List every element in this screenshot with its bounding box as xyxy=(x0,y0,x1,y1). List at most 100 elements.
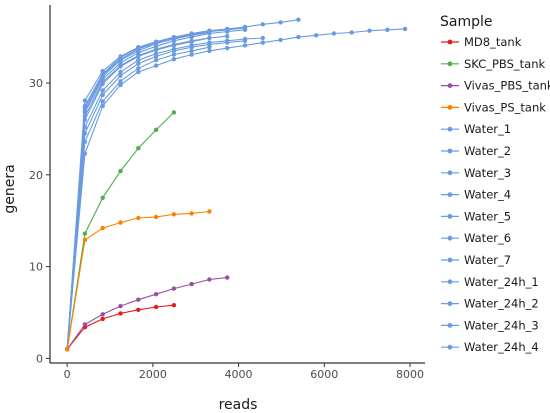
series-Water_5 xyxy=(65,35,212,352)
data-point-Water_2 xyxy=(242,43,248,48)
legend-item-Water_7: Water_7 xyxy=(441,253,511,267)
data-point-Water_24h_1 xyxy=(171,48,177,54)
legend-item-Water_2: Water_2 xyxy=(441,144,511,158)
legend-key-point xyxy=(447,83,453,88)
data-point-MD8_tank xyxy=(153,304,159,310)
data-point-Water_2 xyxy=(349,30,354,35)
data-point-SKC_PBS_tank xyxy=(118,168,123,174)
data-point-Water_24h_2 xyxy=(100,79,105,85)
legend-key-point xyxy=(447,148,453,154)
legend-item-Water_5: Water_5 xyxy=(441,209,511,223)
data-point-Vivas_PS_tank xyxy=(118,220,123,225)
series-line-Water_24h_3 xyxy=(66,27,246,350)
series-Vivas_PBS_tank xyxy=(65,275,230,352)
data-point-Water_2 xyxy=(278,37,283,43)
data-point-Vivas_PBS_tank xyxy=(82,322,88,327)
legend-key-point xyxy=(447,279,453,285)
series-line-Water_24h_2 xyxy=(66,35,228,350)
data-point-Vivas_PBS_tank xyxy=(207,277,212,282)
data-point-Water_1 xyxy=(278,20,283,25)
data-point-Water_24h_3 xyxy=(189,32,194,37)
data-point-Water_1 xyxy=(260,22,265,27)
legend-label: Water_1 xyxy=(464,122,511,136)
legend-item-Water_24h_4: Water_24h_4 xyxy=(441,340,539,354)
legend-label: Water_3 xyxy=(464,166,511,180)
data-point-Vivas_PS_tank xyxy=(65,347,70,352)
y-tick-label: 30 xyxy=(29,77,43,90)
data-point-Vivas_PS_tank xyxy=(171,212,177,217)
legend-item-Water_1: Water_1 xyxy=(441,122,511,136)
legend-item-Water_6: Water_6 xyxy=(441,231,511,245)
data-point-Water_24h_1 xyxy=(225,40,230,45)
x-axis-title: reads xyxy=(219,397,258,413)
legend-label: Water_24h_4 xyxy=(464,340,539,354)
data-point-Water_2 xyxy=(367,28,372,33)
data-point-MD8_tank xyxy=(118,311,123,316)
y-tick-label: 0 xyxy=(36,352,43,365)
data-point-Water_24h_2 xyxy=(153,46,159,52)
data-point-Vivas_PS_tank xyxy=(153,214,159,220)
legend-key-point xyxy=(447,344,453,350)
data-point-Water_2 xyxy=(260,40,265,45)
legend-label: Vivas_PS_tank xyxy=(464,100,546,114)
data-point-Vivas_PS_tank xyxy=(100,225,105,231)
data-point-SKC_PBS_tank xyxy=(171,110,177,115)
data-point-Water_24h_3 xyxy=(207,29,212,34)
data-point-Water_24h_4 xyxy=(153,57,159,63)
legend-label: Water_2 xyxy=(464,144,511,158)
legend-item-Vivas_PBS_tank: Vivas_PBS_tank xyxy=(441,79,550,93)
x-tick-label: 8000 xyxy=(396,368,424,381)
data-point-MD8_tank xyxy=(100,316,105,322)
data-point-Water_24h_4 xyxy=(100,99,105,104)
data-point-Water_24h_3 xyxy=(100,72,105,78)
data-point-Vivas_PBS_tank xyxy=(136,297,141,302)
data-point-Water_24h_2 xyxy=(118,63,123,68)
data-point-Water_24h_2 xyxy=(207,35,212,41)
series-line-Water_2 xyxy=(66,28,406,350)
series-Water_2 xyxy=(65,26,408,352)
data-point-Water_2 xyxy=(225,45,230,51)
legend: Sample MD8_tank SKC_PBS_tank Vivas_PBS_tan… xyxy=(440,14,550,354)
series-Vivas_PS_tank xyxy=(65,209,212,352)
data-point-SKC_PBS_tank xyxy=(100,195,105,200)
data-point-Water_24h_1 xyxy=(136,61,141,66)
legend-key-point xyxy=(447,235,453,241)
legend-label: Water_5 xyxy=(464,209,511,223)
data-point-Water_24h_4 xyxy=(82,139,88,144)
data-point-Water_1 xyxy=(82,98,88,103)
legend-key-point xyxy=(447,257,453,263)
legend-key-point xyxy=(447,126,453,132)
legend-label: Water_4 xyxy=(464,188,511,202)
data-point-Water_24h_3 xyxy=(136,46,141,52)
series-Water_4 xyxy=(65,27,248,352)
data-point-Water_2 xyxy=(331,31,337,36)
x-tick-label: 2000 xyxy=(139,368,167,381)
data-point-Water_24h_4 xyxy=(207,45,212,50)
legend-key-point xyxy=(447,61,453,67)
data-point-Water_24h_3 xyxy=(225,27,230,32)
data-point-Water_2 xyxy=(153,63,159,68)
series-line-Vivas_PS_tank xyxy=(66,210,210,350)
legend-label: Water_7 xyxy=(464,253,511,267)
series-Water_24h_4 xyxy=(65,45,212,352)
x-tick-label: 0 xyxy=(64,368,71,381)
legend-key-point xyxy=(447,39,453,45)
legend-key-point xyxy=(447,214,453,219)
data-point-Water_2 xyxy=(207,48,212,54)
data-point-Water_24h_1 xyxy=(153,54,159,59)
legend-item-Water_3: Water_3 xyxy=(441,166,511,180)
data-point-Vivas_PBS_tank xyxy=(189,281,194,287)
data-point-Water_2 xyxy=(189,52,194,57)
data-point-Vivas_PS_tank xyxy=(189,211,194,216)
series-line-Water_5 xyxy=(66,37,210,350)
data-point-Water_24h_4 xyxy=(171,52,177,57)
data-point-Water_2 xyxy=(402,26,408,32)
data-point-Water_6 xyxy=(118,69,123,75)
series-line-Water_1 xyxy=(66,19,299,350)
data-point-Water_24h_2 xyxy=(189,38,194,43)
legend-label: SKC_PBS_tank xyxy=(464,57,546,71)
series-line-Vivas_PBS_tank xyxy=(66,277,228,350)
data-point-Water_24h_2 xyxy=(136,53,141,58)
data-point-Water_1 xyxy=(296,17,301,22)
data-point-Vivas_PS_tank xyxy=(207,209,212,214)
